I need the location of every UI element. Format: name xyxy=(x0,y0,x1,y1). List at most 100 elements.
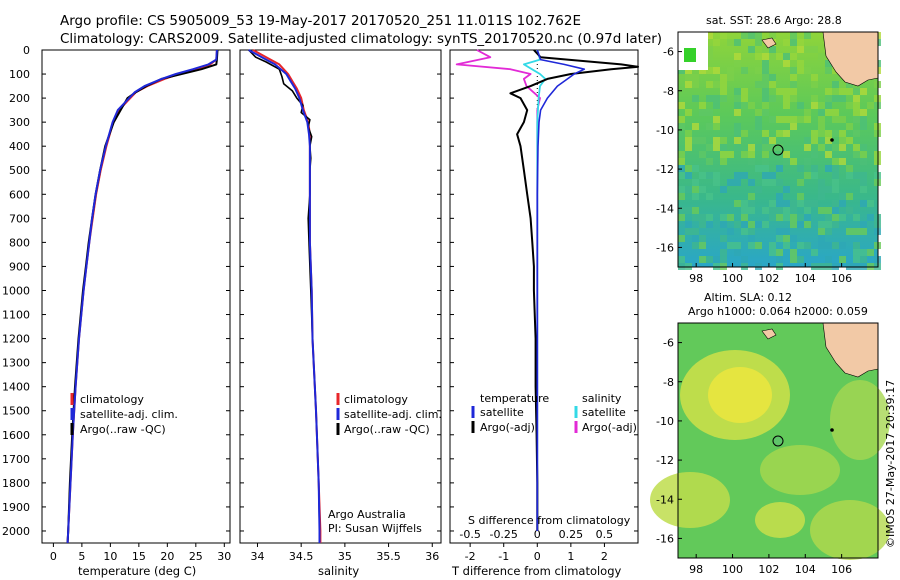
sst-pixel xyxy=(685,137,692,144)
sst-pixel xyxy=(699,235,706,242)
sst-pixel xyxy=(762,60,769,67)
sst-pixel xyxy=(783,116,790,123)
sst-pixel xyxy=(748,179,755,186)
sst-pixel xyxy=(720,186,727,193)
sst-pixel xyxy=(734,60,741,67)
sst-pixel xyxy=(846,228,853,235)
sst-pixel xyxy=(783,200,790,207)
sst-pixel xyxy=(832,130,839,137)
map-x-tick-label: 104 xyxy=(795,272,816,285)
sst-pixel xyxy=(839,144,846,151)
island-dot xyxy=(830,138,834,142)
sst-pixel xyxy=(762,158,769,165)
sst-pixel xyxy=(769,144,776,151)
sst-pixel xyxy=(762,109,769,116)
sst-pixel xyxy=(811,137,818,144)
sst-pixel xyxy=(797,214,804,221)
sst-pixel xyxy=(783,214,790,221)
salinity-axis-label: salinity xyxy=(318,564,359,578)
sst-pixel xyxy=(762,144,769,151)
salinity-x-axis: 34 34.5 35 35.5 36 xyxy=(250,543,439,563)
sst-pixel xyxy=(678,207,685,214)
sst-pixel xyxy=(720,74,727,81)
sst-pixel xyxy=(706,214,713,221)
sst-pixel xyxy=(860,200,867,207)
depth-tick-label: 100 xyxy=(9,68,30,81)
sst-pixel xyxy=(811,200,818,207)
sst-pixel xyxy=(678,186,685,193)
sst-pixel xyxy=(769,214,776,221)
sst-pixel xyxy=(790,249,797,256)
legend-label-t-satellite: satellite xyxy=(480,406,524,419)
depth-tick-label: 200 xyxy=(9,92,30,105)
sst-pixel xyxy=(783,39,790,46)
legend-label-argo: Argo(..raw -QC) xyxy=(80,423,166,436)
sst-pixel xyxy=(783,102,790,109)
sst-pixel xyxy=(692,74,699,81)
sst-pixel xyxy=(685,228,692,235)
sst-pixel xyxy=(860,249,867,256)
sst-pixel xyxy=(818,102,825,109)
sst-pixel xyxy=(734,172,741,179)
sst-pixel xyxy=(825,242,832,249)
depth-tick-label: 0 xyxy=(23,44,30,57)
sst-pixel xyxy=(748,235,755,242)
difference-panel-frame xyxy=(449,49,639,544)
sst-pixel xyxy=(797,60,804,67)
sst-pixel xyxy=(839,137,846,144)
sst-pixel xyxy=(839,242,846,249)
sst-pixel xyxy=(825,165,832,172)
top-tick-label: 0.25 xyxy=(559,528,584,541)
sst-pixel xyxy=(727,242,734,249)
legend-label-satellite: satellite-adj. clim. xyxy=(80,408,178,421)
sst-pixel xyxy=(706,95,713,102)
sst-pixel xyxy=(769,137,776,144)
sst-pixel xyxy=(692,137,699,144)
x-tick-label: 20 xyxy=(160,550,174,563)
sst-pixel xyxy=(804,109,811,116)
sst-pixel xyxy=(685,221,692,228)
sst-pixel xyxy=(692,186,699,193)
sst-pixel xyxy=(769,74,776,81)
sst-pixel xyxy=(867,200,874,207)
top-tick-label: -0.5 xyxy=(459,528,480,541)
sst-pixel xyxy=(776,165,783,172)
sst-pixel xyxy=(748,158,755,165)
sst-pixel xyxy=(734,88,741,95)
sst-pixel xyxy=(853,151,860,158)
sst-pixel xyxy=(769,200,776,207)
sst-pixel xyxy=(818,228,825,235)
sst-pixel xyxy=(706,256,713,263)
sst-pixel xyxy=(776,193,783,200)
sst-pixel xyxy=(783,235,790,242)
sst-pixel xyxy=(846,81,853,88)
sst-pixel xyxy=(783,53,790,60)
sst-pixel xyxy=(727,179,734,186)
sst-pixel xyxy=(769,249,776,256)
sst-pixel xyxy=(706,158,713,165)
x-tick-label: 36 xyxy=(425,550,439,563)
sst-pixel xyxy=(790,200,797,207)
sst-pixel xyxy=(818,130,825,137)
sst-pixel xyxy=(797,179,804,186)
sst-pixel xyxy=(783,151,790,158)
sst-pixel xyxy=(720,249,727,256)
sla-map xyxy=(650,322,890,560)
sst-pixel xyxy=(811,165,818,172)
sst-pixel xyxy=(692,235,699,242)
temperature-axis-label: temperature (deg C) xyxy=(78,564,196,578)
sst-pixel xyxy=(699,256,706,263)
sst-map-title: sat. SST: 28.6 Argo: 28.8 xyxy=(706,14,842,27)
sst-pixel xyxy=(762,102,769,109)
sst-pixel xyxy=(804,144,811,151)
sst-pixel xyxy=(783,228,790,235)
sst-pixel xyxy=(734,221,741,228)
sst-pixel xyxy=(776,235,783,242)
sla-blob xyxy=(830,380,890,460)
sst-pixel xyxy=(755,39,762,46)
sst-pixel xyxy=(699,242,706,249)
sst-pixel xyxy=(804,172,811,179)
credit-pi: PI: Susan Wijffels xyxy=(328,522,422,535)
series-line-argo-raw-qc- xyxy=(66,49,219,544)
